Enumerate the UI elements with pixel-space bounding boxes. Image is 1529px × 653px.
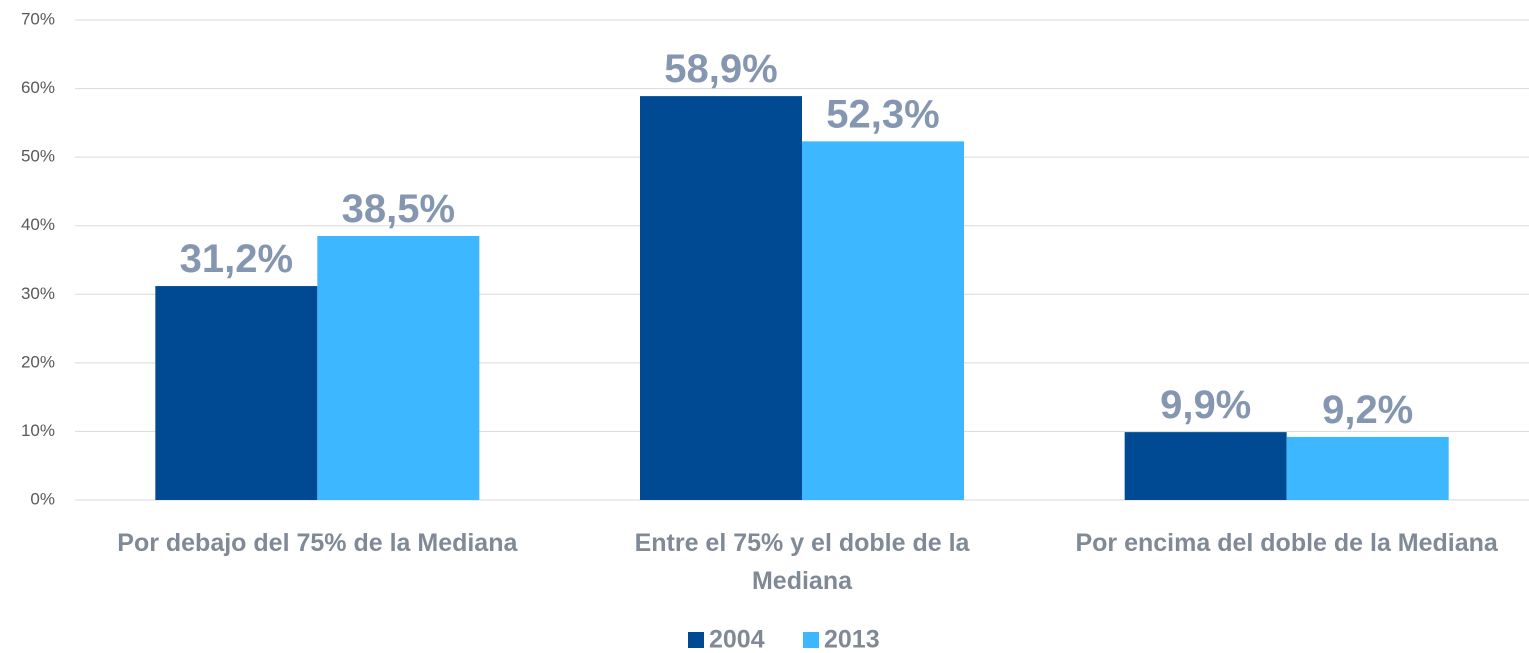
value-label: 58,9% (664, 47, 777, 91)
value-label: 9,2% (1322, 388, 1413, 432)
legend-swatch (688, 632, 704, 648)
y-tick-label: 10% (21, 421, 55, 440)
y-tick-label: 0% (30, 489, 55, 508)
bar (802, 141, 964, 500)
bar (1286, 436, 1449, 500)
bar (317, 236, 480, 500)
bar (640, 96, 802, 500)
x-tick-label: Por encima del doble de la Mediana (1075, 529, 1498, 557)
legend-label: 2004 (709, 626, 765, 653)
y-tick-label: 50% (21, 147, 55, 166)
y-tick-label: 70% (21, 9, 55, 28)
y-tick-label: 20% (21, 352, 55, 371)
y-tick-label: 60% (21, 78, 55, 97)
bar (155, 286, 318, 500)
y-tick-label: 30% (21, 284, 55, 303)
y-tick-label: 40% (21, 215, 55, 234)
value-label: 31,2% (180, 237, 293, 281)
x-tick-label: Por debajo del 75% de la Mediana (117, 529, 518, 557)
bar (1124, 432, 1287, 500)
value-label: 9,9% (1160, 383, 1251, 427)
value-label: 52,3% (826, 92, 939, 136)
legend-label: 2013 (824, 626, 880, 653)
legend-swatch (803, 632, 819, 648)
x-tick-label: Entre el 75% y el doble de la Mediana (634, 529, 970, 595)
value-label: 38,5% (342, 187, 455, 231)
